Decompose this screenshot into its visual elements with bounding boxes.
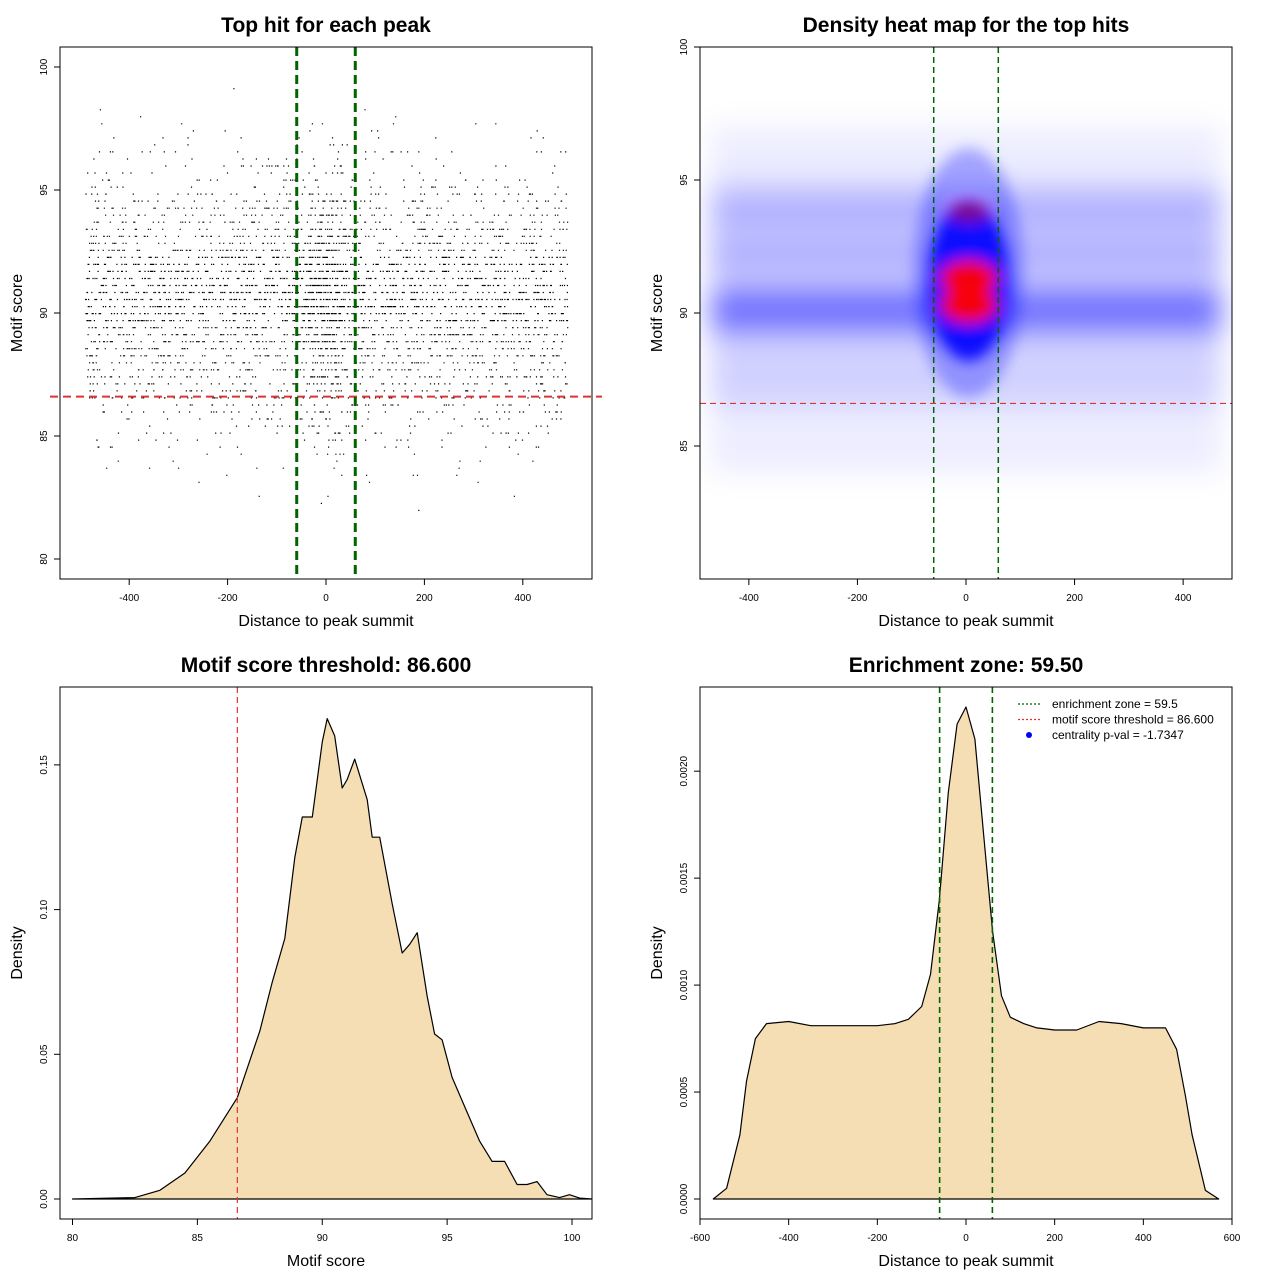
legend-dot: [1026, 732, 1032, 738]
x-tick-label: 90: [317, 1233, 329, 1244]
x-tick-label: 0: [323, 593, 329, 604]
heatmap-reference-lines: [700, 47, 1232, 579]
legend-entry: enrichment zone = 59.5: [1052, 697, 1178, 711]
heat-hotspot: [940, 287, 997, 324]
distance-density-panel: Enrichment zone: 59.50 -600 -400 -200 0 200 4…: [649, 654, 1241, 1270]
heatmap-title: Density heat map for the top hits: [803, 14, 1130, 37]
y-tick-label: 100: [679, 38, 690, 55]
x-tick-label: 85: [192, 1233, 204, 1244]
heatmap-density: [710, 126, 1222, 473]
x-tick-label: -600: [690, 1233, 710, 1244]
density-curve: [712, 706, 1220, 1200]
y-tick-label: 0.05: [39, 1044, 50, 1064]
legend: enrichment zone = 59.5 motif score thresh…: [1018, 697, 1214, 742]
score-density-area: [71, 718, 593, 1200]
score-density-plot-frame: [59, 686, 593, 1220]
y-tick-label: 100: [39, 58, 50, 75]
x-tick-label: -400: [119, 593, 139, 604]
heatmap-y-label: Motif score: [649, 274, 666, 352]
distance-density-x-ticks: -600 -400 -200 0 200 400 600: [690, 1219, 1241, 1244]
score-density-title: Motif score threshold: 86.600: [181, 654, 472, 677]
x-tick-label: 0: [963, 593, 969, 604]
score-density-y-label: Density: [9, 926, 26, 979]
y-tick-label: 80: [39, 553, 50, 565]
x-tick-label: 95: [442, 1233, 454, 1244]
density-curve: [71, 718, 593, 1200]
scatter-x-ticks: -400 -200 0 200 400: [119, 579, 532, 604]
y-tick-label: 0.0015: [679, 862, 690, 893]
distance-density-area: [712, 706, 1220, 1200]
scatter-reference-lines: [50, 47, 602, 579]
heatmap-panel: Density heat map for the top hits -400 -2…: [649, 14, 1233, 630]
y-tick-label: 90: [39, 307, 50, 319]
x-tick-label: 80: [67, 1233, 79, 1244]
scatter-title: Top hit for each peak: [221, 14, 431, 37]
score-density-x-ticks: 80 85 90 95 100: [67, 1219, 581, 1244]
y-tick-label: 85: [679, 440, 690, 452]
distance-density-y-ticks: 0.0000 0.0005 0.0010 0.0015 0.0020: [679, 755, 700, 1214]
y-tick-label: 0.00: [39, 1189, 50, 1209]
legend-entry: motif score threshold = 86.600: [1052, 713, 1214, 727]
y-tick-label: 0.10: [39, 899, 50, 919]
x-tick-label: 200: [416, 593, 433, 604]
y-tick-label: 0.15: [39, 755, 50, 775]
x-tick-label: 0: [963, 1233, 969, 1244]
y-tick-label: 0.0020: [679, 755, 690, 786]
x-tick-label: -200: [218, 593, 238, 604]
legend-entry: centrality p-val = -1.7347: [1052, 728, 1184, 742]
distance-density-y-label: Density: [649, 926, 666, 979]
x-tick-label: 100: [564, 1233, 581, 1244]
x-tick-label: -400: [779, 1233, 799, 1244]
x-tick-label: 200: [1066, 593, 1083, 604]
score-points: [84, 88, 569, 511]
x-tick-label: -200: [867, 1233, 887, 1244]
scatter-x-label: Distance to peak summit: [238, 613, 414, 630]
y-tick-label: 90: [679, 307, 690, 319]
distance-density-title: Enrichment zone: 59.50: [849, 654, 1084, 677]
heat-hotspot: [948, 201, 989, 222]
y-tick-label: 95: [39, 184, 50, 196]
heatmap-x-ticks: -400 -200 0 200 400: [739, 579, 1192, 604]
heat-core: [913, 148, 1024, 399]
scatter-y-ticks: 80 85 90 95 100: [39, 58, 60, 565]
heat-hotspot: [940, 260, 997, 297]
scatter-points: [84, 88, 569, 511]
scatter-y-label: Motif score: [9, 274, 26, 352]
x-tick-label: 400: [1135, 1233, 1152, 1244]
x-tick-label: 400: [514, 593, 531, 604]
scatter-panel: Top hit for each peak -400 -200 0 200 400 80…: [9, 14, 602, 630]
x-tick-label: 200: [1046, 1233, 1063, 1244]
distance-density-reference-lines: [938, 687, 994, 1219]
distance-density-x-label: Distance to peak summit: [878, 1253, 1054, 1270]
x-tick-label: 600: [1224, 1233, 1241, 1244]
x-tick-label: -400: [739, 593, 759, 604]
y-tick-label: 0.0000: [679, 1183, 690, 1214]
score-density-y-ticks: 0.00 0.05 0.10 0.15: [39, 755, 60, 1209]
score-density-panel: Motif score threshold: 86.600 80 85 90 95 10…: [9, 654, 593, 1270]
heatmap-x-label: Distance to peak summit: [878, 613, 1054, 630]
y-tick-label: 0.0010: [679, 969, 690, 1000]
y-tick-label: 95: [679, 174, 690, 186]
x-tick-label: -200: [847, 593, 867, 604]
y-tick-label: 85: [39, 430, 50, 442]
x-tick-label: 400: [1175, 593, 1192, 604]
score-density-x-label: Motif score: [287, 1253, 365, 1270]
y-tick-label: 0.0005: [679, 1076, 690, 1107]
heatmap-y-ticks: 85 90 95 100: [679, 38, 700, 452]
